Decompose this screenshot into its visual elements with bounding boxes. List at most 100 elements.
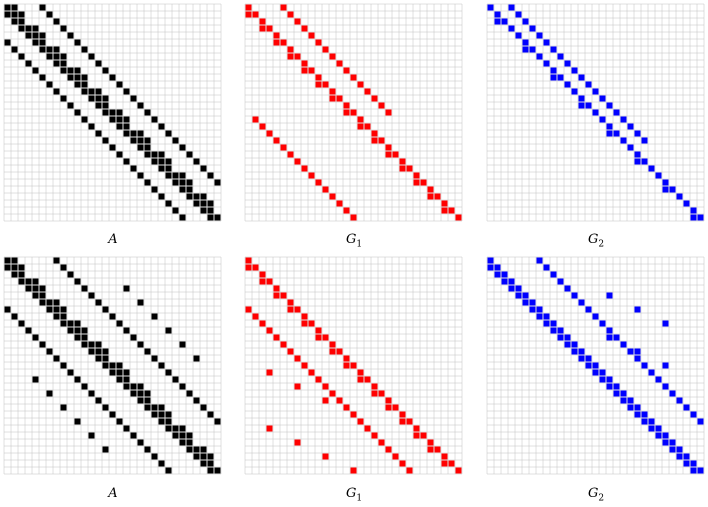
nonzero-cell [322, 81, 329, 88]
nonzero-cell [116, 320, 123, 327]
nonzero-cell [690, 214, 697, 221]
nonzero-cell [144, 109, 151, 116]
nonzero-cell [578, 348, 585, 355]
nonzero-cell [179, 186, 186, 193]
nonzero-cell [179, 432, 186, 439]
nonzero-cell [571, 348, 578, 355]
nonzero-cell [259, 278, 266, 285]
nonzero-cell [39, 74, 46, 81]
nonzero-cell [116, 369, 123, 376]
nonzero-cell [4, 264, 11, 271]
nonzero-cell [585, 355, 592, 362]
nonzero-cell [144, 137, 151, 144]
nonzero-cell [627, 397, 634, 404]
nonzero-cell [158, 165, 165, 172]
nonzero-cell [25, 278, 32, 285]
nonzero-cell [427, 193, 434, 200]
nonzero-cell [627, 404, 634, 411]
nonzero-cell [39, 46, 46, 53]
nonzero-cell [406, 165, 413, 172]
nonzero-cell [46, 81, 53, 88]
nonzero-cell [186, 186, 193, 193]
nonzero-cell [683, 460, 690, 467]
nonzero-cell [259, 320, 266, 327]
nonzero-cell [207, 467, 214, 474]
nonzero-cell [18, 278, 25, 285]
nonzero-cell [494, 264, 501, 271]
nonzero-cell [53, 53, 60, 60]
nonzero-cell [427, 439, 434, 446]
nonzero-cell [578, 102, 585, 109]
nonzero-cell [245, 11, 252, 18]
nonzero-cell [543, 320, 550, 327]
nonzero-cell [158, 404, 165, 411]
nonzero-cell [487, 257, 494, 264]
nonzero-cell [123, 116, 130, 123]
nonzero-cell [144, 151, 151, 158]
nonzero-cell [557, 334, 564, 341]
nonzero-cell [137, 172, 144, 179]
nonzero-cell [60, 313, 67, 320]
nonzero-cell [179, 144, 186, 151]
nonzero-cell [4, 306, 11, 313]
nonzero-cell [322, 186, 329, 193]
nonzero-cell [487, 4, 494, 11]
nonzero-cell [214, 418, 221, 425]
nonzero-cell [662, 320, 669, 327]
nonzero-cell [81, 285, 88, 292]
nonzero-cell [406, 418, 413, 425]
nonzero-cell [294, 355, 301, 362]
nonzero-cell [343, 355, 350, 362]
nonzero-cell [193, 200, 200, 207]
nonzero-cell [385, 144, 392, 151]
nonzero-cell [578, 95, 585, 102]
nonzero-cell [578, 74, 585, 81]
nonzero-cell [301, 25, 308, 32]
nonzero-cell [669, 446, 676, 453]
nonzero-cell [571, 341, 578, 348]
nonzero-cell [95, 88, 102, 95]
nonzero-cell [53, 60, 60, 67]
nonzero-cell [11, 46, 18, 53]
nonzero-cell [53, 313, 60, 320]
nonzero-cell [165, 425, 172, 432]
nonzero-cell [207, 172, 214, 179]
nonzero-cell [158, 362, 165, 369]
nonzero-cell [294, 158, 301, 165]
nonzero-cell [280, 39, 287, 46]
nonzero-cell [186, 446, 193, 453]
nonzero-cell [662, 179, 669, 186]
nonzero-cell [144, 446, 151, 453]
nonzero-cell [322, 46, 329, 53]
nonzero-cell [343, 362, 350, 369]
nonzero-cell [32, 32, 39, 39]
nonzero-cell [158, 193, 165, 200]
nonzero-cell [130, 432, 137, 439]
nonzero-cell [350, 411, 357, 418]
nonzero-cell [172, 137, 179, 144]
nonzero-cell [165, 158, 172, 165]
nonzero-cell [60, 362, 67, 369]
nonzero-cell [690, 411, 697, 418]
nonzero-cell [315, 39, 322, 46]
nonzero-cell [179, 341, 186, 348]
nonzero-cell [606, 383, 613, 390]
nonzero-cell [137, 130, 144, 137]
nonzero-cell [606, 123, 613, 130]
nonzero-cell [116, 362, 123, 369]
nonzero-cell [123, 158, 130, 165]
nonzero-cell [4, 39, 11, 46]
nonzero-cell [273, 292, 280, 299]
nonzero-cell [130, 130, 137, 137]
nonzero-cell [357, 81, 364, 88]
nonzero-cell [53, 355, 60, 362]
nonzero-cell [165, 369, 172, 376]
nonzero-cell [655, 425, 662, 432]
nonzero-cell [336, 95, 343, 102]
nonzero-cell [343, 102, 350, 109]
nonzero-cell [67, 67, 74, 74]
nonzero-cell [266, 327, 273, 334]
nonzero-cell [95, 102, 102, 109]
nonzero-cell [350, 467, 357, 474]
nonzero-cell [116, 81, 123, 88]
